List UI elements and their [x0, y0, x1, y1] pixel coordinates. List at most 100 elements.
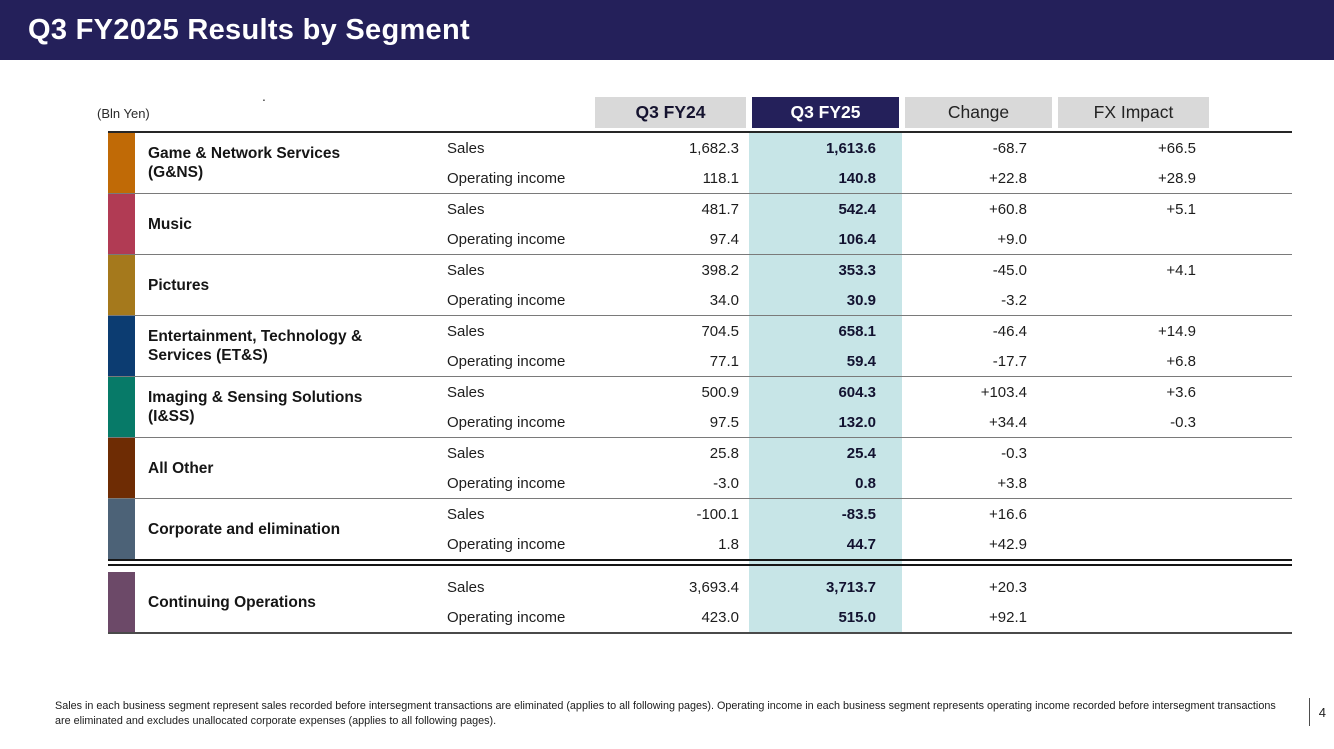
value-oi-q3fy24: 97.5 [709, 413, 739, 431]
row-label-sales: Sales [447, 261, 485, 279]
row-label-sales: Sales [447, 383, 485, 401]
value-oi-q3fy25: 30.9 [846, 291, 876, 309]
segment-group-pictures: Pictures Sales 398.2 353.3 -45.0 +4.1 Op… [108, 254, 1292, 315]
page-title: Q3 FY2025 Results by Segment [28, 13, 470, 46]
value-sales-q3fy24: 704.5 [701, 322, 739, 340]
value-sales-q3fy24: 3,693.4 [688, 578, 739, 596]
value-oi-q3fy24: 423.0 [701, 608, 739, 626]
segment-color-marker [108, 572, 135, 632]
segment-group-all-other: All Other Sales 25.8 25.4 -0.3 Operating… [108, 437, 1292, 498]
segment-name-text: Corporate and elimination [148, 520, 341, 538]
column-header-q3fy24: Q3 FY24 [595, 97, 746, 128]
table-body: Game & Network Services (G&NS) Sales 1,6… [108, 131, 1292, 634]
segment-name: Pictures [135, 255, 447, 315]
segment-color-marker [108, 194, 135, 254]
row-label-sales: Sales [447, 322, 485, 340]
segment-name: Entertainment, Technology & Services (ET… [135, 316, 447, 376]
value-sales-change: +60.8 [989, 200, 1027, 218]
value-oi-q3fy25: 132.0 [838, 413, 876, 431]
segment-group-continuing-operations: Continuing Operations Sales 3,693.4 3,71… [108, 572, 1292, 632]
value-oi-change: +9.0 [997, 230, 1027, 248]
value-oi-fx-impact: +6.8 [1166, 352, 1196, 370]
value-oi-q3fy25: 59.4 [846, 352, 876, 370]
segment-color-marker [108, 255, 135, 315]
value-sales-fx-impact: +3.6 [1166, 383, 1196, 401]
value-sales-q3fy24: 398.2 [701, 261, 739, 279]
value-oi-q3fy24: 34.0 [709, 291, 739, 309]
value-sales-fx-impact [1055, 438, 1212, 468]
value-sales-fx-impact: +66.5 [1158, 139, 1196, 157]
page-number: 4 [1308, 696, 1326, 728]
value-sales-q3fy24: -100.1 [696, 505, 739, 523]
value-oi-q3fy25: 140.8 [838, 169, 876, 187]
value-oi-fx-impact [1055, 529, 1212, 559]
q3fy25-highlight-column [749, 133, 902, 632]
value-oi-q3fy25: 0.8 [855, 474, 876, 492]
value-oi-change: -17.7 [992, 352, 1027, 370]
value-oi-change: +34.4 [989, 413, 1027, 431]
value-sales-fx-impact [1055, 499, 1212, 529]
segment-name: Corporate and elimination [135, 499, 447, 559]
value-sales-change: +20.3 [989, 578, 1027, 596]
segment-name-text: Imaging & Sensing Solutions (I&SS) [148, 389, 363, 425]
segment-group-ets: Entertainment, Technology & Services (ET… [108, 315, 1292, 376]
row-label-sales: Sales [447, 200, 485, 218]
value-oi-fx-impact [1055, 602, 1212, 632]
value-sales-q3fy24: 481.7 [701, 200, 739, 218]
column-header-change: Change [905, 97, 1052, 128]
page-number-text: 4 [1318, 704, 1326, 720]
value-sales-q3fy25: 542.4 [838, 200, 876, 218]
value-oi-q3fy25: 106.4 [838, 230, 876, 248]
segment-name: Music [135, 194, 447, 254]
value-sales-change: -46.4 [992, 322, 1027, 340]
row-label-operating-income: Operating income [447, 474, 566, 492]
title-bar: Q3 FY2025 Results by Segment [0, 0, 1334, 60]
value-sales-q3fy24: 500.9 [701, 383, 739, 401]
segment-name: Imaging & Sensing Solutions (I&SS) [135, 377, 447, 437]
value-oi-change: -3.2 [1001, 291, 1027, 309]
segment-group-music: Music Sales 481.7 542.4 +60.8 +5.1 Opera… [108, 193, 1292, 254]
row-label-operating-income: Operating income [447, 608, 566, 626]
row-label-sales: Sales [447, 139, 485, 157]
stray-dot: . [262, 88, 266, 104]
value-sales-change: -0.3 [1001, 444, 1027, 462]
value-sales-q3fy25: 25.4 [846, 444, 876, 462]
value-oi-change: +3.8 [997, 474, 1027, 492]
value-oi-fx-impact [1055, 285, 1212, 315]
value-oi-q3fy25: 44.7 [846, 535, 876, 553]
row-label-operating-income: Operating income [447, 535, 566, 553]
segment-color-marker [108, 316, 135, 376]
value-sales-q3fy24: 1,682.3 [688, 139, 739, 157]
value-sales-change: -68.7 [992, 139, 1027, 157]
segment-name: All Other [135, 438, 447, 498]
results-table: (Bln Yen) Q3 FY24 Q3 FY25 Change FX Impa… [97, 97, 1292, 634]
value-oi-q3fy24: 97.4 [709, 230, 739, 248]
value-oi-fx-impact: -0.3 [1170, 413, 1196, 431]
segment-name-text: Game & Network Services (G&NS) [148, 145, 341, 181]
row-label-operating-income: Operating income [447, 413, 566, 431]
value-sales-change: +103.4 [980, 383, 1027, 401]
segment-name-text: Pictures [148, 276, 210, 294]
segment-color-marker [108, 499, 135, 559]
value-oi-change: +22.8 [989, 169, 1027, 187]
value-oi-fx-impact [1055, 224, 1212, 254]
value-sales-q3fy25: 353.3 [838, 261, 876, 279]
value-sales-q3fy25: 604.3 [838, 383, 876, 401]
value-oi-change: +92.1 [989, 608, 1027, 626]
segment-group-iss: Imaging & Sensing Solutions (I&SS) Sales… [108, 376, 1292, 437]
row-label-sales: Sales [447, 505, 485, 523]
value-sales-q3fy25: -83.5 [841, 505, 876, 523]
value-sales-change: +16.6 [989, 505, 1027, 523]
value-sales-fx-impact: +5.1 [1166, 200, 1196, 218]
segment-name: Game & Network Services (G&NS) [135, 133, 447, 193]
row-label-operating-income: Operating income [447, 230, 566, 248]
value-sales-fx-impact: +14.9 [1158, 322, 1196, 340]
value-sales-q3fy25: 1,613.6 [825, 139, 876, 157]
column-header-fx-impact: FX Impact [1058, 97, 1209, 128]
row-label-operating-income: Operating income [447, 352, 566, 370]
segment-name-text: Music [148, 215, 192, 233]
row-label-sales: Sales [447, 444, 485, 462]
value-oi-change: +42.9 [989, 535, 1027, 553]
value-sales-fx-impact: +4.1 [1166, 261, 1196, 279]
segment-group-corporate: Corporate and elimination Sales -100.1 -… [108, 498, 1292, 559]
